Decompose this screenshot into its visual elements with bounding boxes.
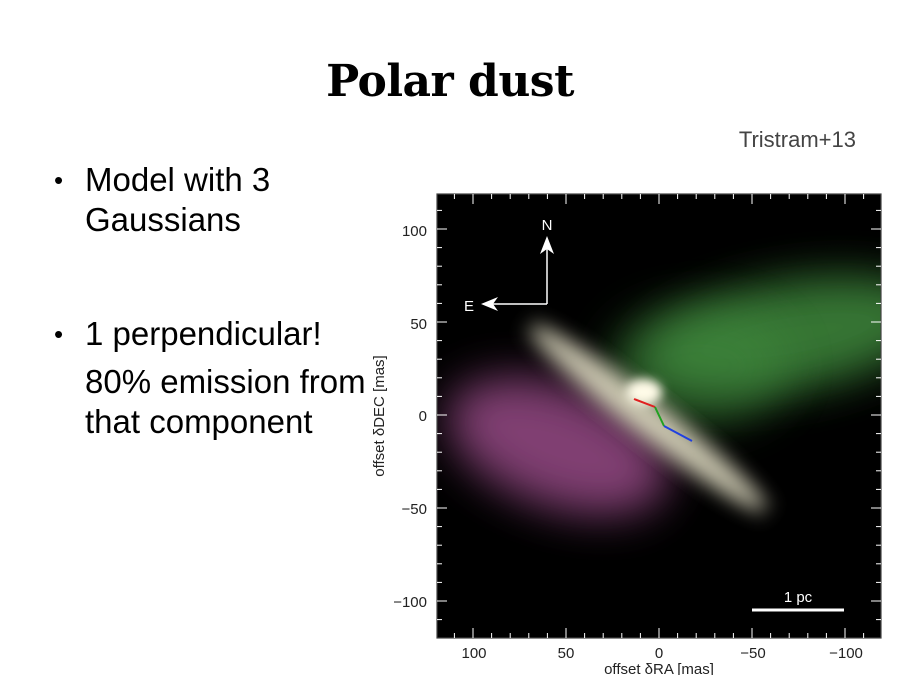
- bullet-marker: •: [54, 165, 64, 195]
- x-axis-label: offset δRA [mas]: [604, 661, 714, 675]
- east-arrowhead-icon: [481, 297, 498, 311]
- scale-bar: 1 pc: [752, 589, 844, 612]
- red-segment: [633, 398, 656, 408]
- blue-segment: [663, 425, 693, 442]
- x-tick-label: 0: [655, 645, 663, 662]
- model-image-svg: N E 1 pc 100 50 0 −50 −100 100 50 0 −50 …: [371, 193, 882, 675]
- x-tick-label: −50: [740, 645, 765, 662]
- y-tick-label: −50: [402, 501, 427, 518]
- east-label: E: [464, 298, 474, 315]
- compass: N E: [464, 217, 554, 315]
- y-tick-label: 0: [419, 408, 427, 425]
- y-tick-label: −100: [393, 594, 427, 611]
- north-label: N: [542, 217, 553, 234]
- x-tick-label: 100: [461, 645, 486, 662]
- structure-segments: [633, 398, 693, 442]
- y-tick-label: 100: [402, 223, 427, 240]
- bullet-marker: •: [54, 319, 64, 349]
- sub-paragraph: 80% emission from that component: [85, 363, 366, 440]
- axis-ticks: [437, 194, 881, 638]
- bright-core: [626, 379, 662, 405]
- bullet-item: • Model with 3 Gaussians: [54, 160, 374, 240]
- y-axis-label: offset δDEC [mas]: [371, 355, 388, 476]
- green-segment: [654, 406, 665, 427]
- scale-bar-label: 1 pc: [784, 589, 813, 606]
- x-tick-label: −100: [829, 645, 863, 662]
- y-tick-label: 50: [410, 316, 427, 333]
- north-arrowhead-icon: [540, 236, 554, 254]
- disk-gaussian: [529, 324, 767, 512]
- emission-blobs: [448, 275, 881, 515]
- model-image-figure: N E 1 pc 100 50 0 −50 −100 100 50 0 −50 …: [368, 186, 900, 675]
- bullet-text: Model with 3 Gaussians: [85, 161, 271, 238]
- bullet-text: 1 perpendicular!: [85, 315, 322, 352]
- citation: Tristram+13: [738, 127, 856, 152]
- x-tick-label: 50: [558, 645, 575, 662]
- bullet-item: • 1 perpendicular!: [54, 314, 374, 354]
- bullet-list: • Model with 3 Gaussians • 1 perpendicul…: [54, 160, 374, 442]
- slide-title: Polar dust: [326, 56, 574, 107]
